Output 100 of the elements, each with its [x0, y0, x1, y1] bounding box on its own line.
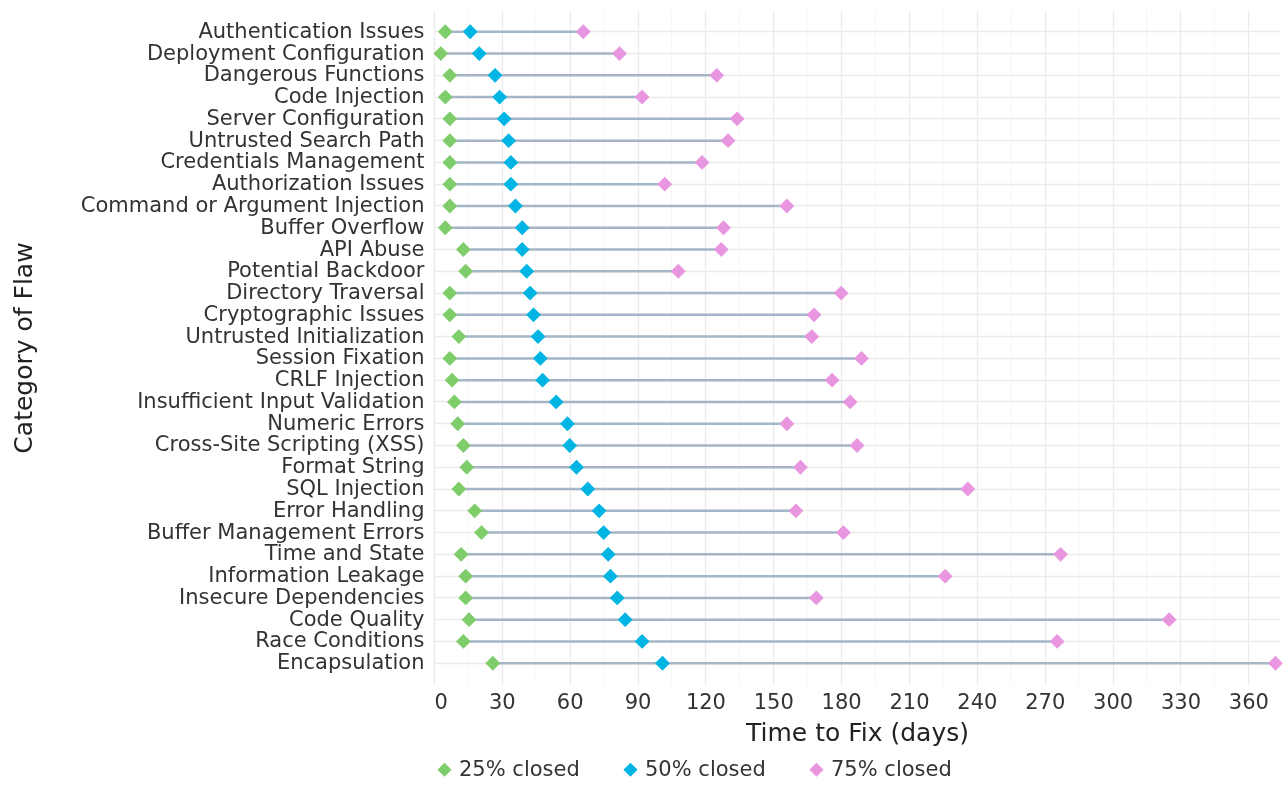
x-tick-label: 330: [1160, 689, 1202, 714]
point: [501, 133, 517, 149]
point: [612, 46, 627, 61]
y-tick-label: Encapsulation: [276, 650, 425, 675]
point: [1053, 546, 1068, 562]
x-tick-label: 0: [434, 689, 448, 714]
point: [446, 394, 462, 410]
point: [729, 111, 745, 127]
point: [442, 285, 458, 301]
point: [519, 263, 535, 279]
y-tick-label: Potential Backdoor: [227, 258, 425, 283]
point: [526, 307, 541, 323]
point: [492, 89, 508, 105]
point: [455, 438, 471, 453]
point: [455, 242, 471, 257]
point: [530, 329, 546, 345]
point: [808, 590, 824, 606]
x-tick-label: 270: [1025, 689, 1066, 714]
point: [596, 525, 612, 540]
point: [709, 67, 725, 83]
legend-label: 25% closed: [459, 756, 580, 781]
point: [960, 481, 976, 497]
y-tick-label: Cross-Site Scripting (XSS): [154, 432, 425, 457]
x-tick-label: 150: [753, 689, 794, 714]
point: [514, 242, 530, 257]
y-tick-label: Information Leakage: [208, 563, 425, 588]
point: [461, 612, 477, 628]
y-axis-title: Category of Flaw: [8, 242, 38, 454]
point: [442, 67, 458, 83]
point: [503, 155, 519, 170]
point: [836, 525, 851, 540]
legend-label: 75% closed: [831, 756, 952, 781]
point: [471, 46, 487, 61]
point: [503, 176, 519, 192]
point: [458, 590, 474, 606]
point: [455, 634, 471, 649]
point: [600, 546, 616, 562]
point: [442, 307, 458, 323]
point: [442, 111, 458, 127]
y-tick-label: CRLF Injection: [274, 367, 425, 392]
point: [854, 350, 869, 366]
point: [580, 481, 596, 497]
point: [634, 89, 650, 105]
point: [655, 655, 670, 671]
point: [451, 481, 467, 497]
point: [833, 285, 849, 301]
point: [806, 307, 822, 323]
point: [1049, 634, 1065, 649]
point: [575, 24, 591, 40]
point: [609, 590, 625, 606]
y-tick-label: Directory Traversal: [226, 280, 425, 305]
point: [514, 220, 530, 236]
point: [474, 525, 489, 540]
point: [532, 350, 548, 366]
point: [716, 220, 731, 236]
point: [487, 67, 503, 83]
point: [548, 394, 564, 410]
x-tick-label: 360: [1228, 689, 1269, 714]
point: [560, 416, 575, 432]
point: [842, 394, 858, 410]
x-tick-label: 120: [685, 689, 726, 714]
point: [442, 155, 458, 170]
point: [442, 198, 458, 214]
point: [485, 655, 501, 671]
y-tick-label: API Abuse: [319, 236, 425, 261]
point: [437, 24, 453, 40]
point: [713, 242, 729, 257]
y-tick-label: Authentication Issues: [198, 18, 425, 43]
point: [591, 503, 607, 519]
y-tick-label: Credentials Management: [160, 149, 425, 174]
point: [694, 155, 710, 170]
point: [433, 46, 449, 61]
point: [462, 24, 478, 40]
point: [779, 416, 795, 432]
x-tick-label: 300: [1093, 689, 1134, 714]
point: [824, 372, 840, 388]
point: [779, 198, 795, 214]
point: [804, 329, 820, 345]
point: [670, 263, 686, 279]
point: [437, 89, 453, 105]
point: [720, 133, 736, 149]
x-tick-label: 180: [821, 689, 862, 714]
y-tick-label: Code Injection: [274, 84, 425, 109]
point: [657, 176, 673, 192]
point: [451, 329, 467, 345]
point: [442, 350, 458, 366]
point: [458, 263, 474, 279]
y-tick-label: Deployment Configuration: [146, 40, 425, 65]
point: [603, 568, 618, 584]
point: [788, 503, 804, 519]
legend-label: 50% closed: [645, 756, 766, 781]
point: [522, 285, 538, 301]
point: [535, 372, 550, 388]
point: [467, 503, 483, 519]
point: [442, 133, 458, 149]
point: [442, 176, 458, 192]
point: [569, 459, 584, 475]
x-tick-label: 240: [957, 689, 998, 714]
x-tick-label: 30: [488, 689, 516, 714]
point: [496, 111, 512, 127]
